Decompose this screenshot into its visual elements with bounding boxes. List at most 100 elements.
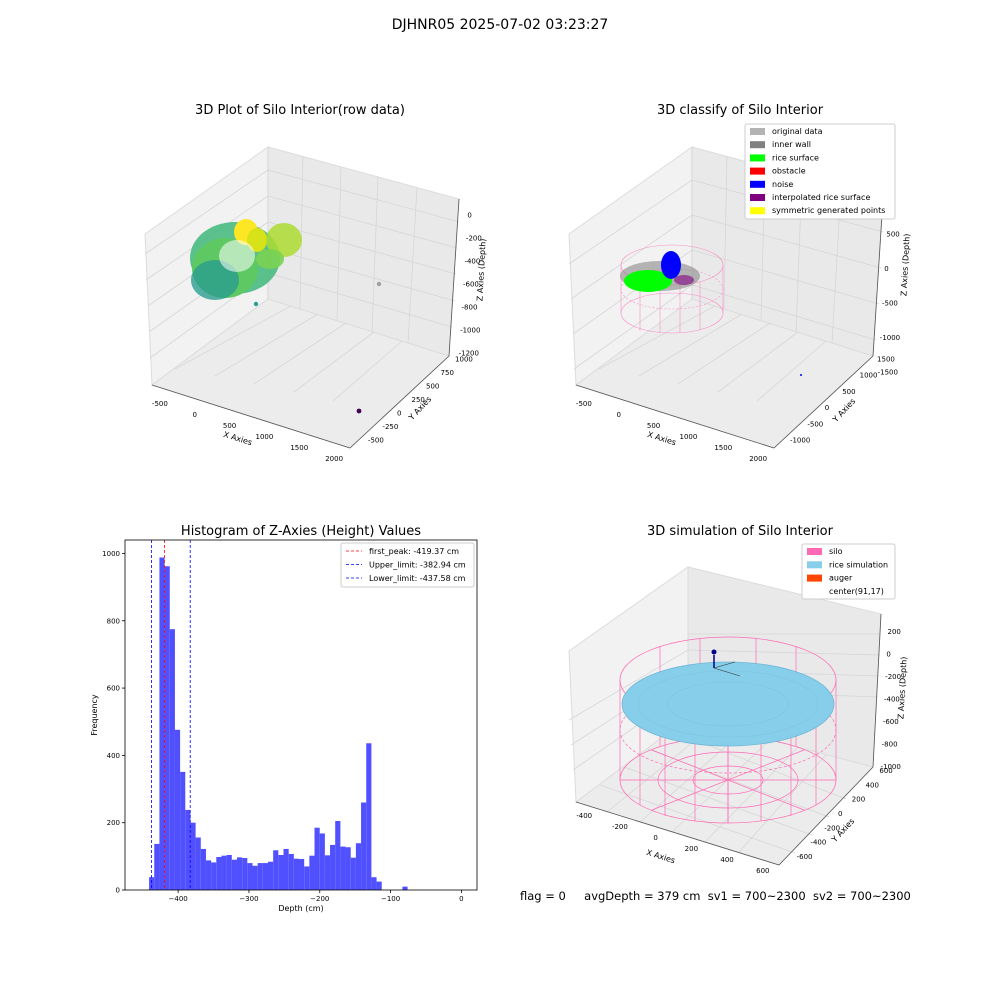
- panel2-x-tick: 1000: [680, 433, 698, 441]
- panel4-y-tick: 400: [866, 781, 879, 789]
- panel1-z-tick: -200: [466, 234, 482, 242]
- panel4-z-tick: 200: [888, 628, 901, 636]
- hist-bar: [262, 863, 268, 890]
- panel1-y-tick: 500: [426, 383, 439, 391]
- panel4-legend-swatch: [807, 548, 822, 555]
- panel1-panes: [144, 146, 460, 449]
- panel4-y-tick: 200: [852, 796, 865, 804]
- hist-bar: [309, 855, 315, 890]
- panel1-x-tick: -500: [152, 400, 168, 408]
- panel1-zlabel: Z Axies (Depth): [475, 238, 487, 301]
- panel2-legend-swatch: [750, 207, 765, 215]
- hist-bar: [293, 858, 300, 890]
- hist-bar: [267, 861, 274, 890]
- hist-ytick-label: 1000: [102, 550, 120, 558]
- panel4-x-tick: -400: [576, 812, 592, 820]
- hist-ytick-label: 0: [116, 887, 120, 895]
- hist-xtick-label: −200: [310, 895, 329, 903]
- hist-bar: [174, 729, 181, 890]
- panel4-legend-swatch: [807, 561, 822, 569]
- panel4-x-tick: -200: [612, 823, 628, 831]
- panel4-z-tick: -200: [885, 673, 901, 681]
- hist-frame: [124, 539, 478, 891]
- hist-bar: [366, 743, 372, 890]
- panel3-title: Histogram of Z-Axies (Height) Values: [180, 524, 422, 539]
- panel4-x-tick: 600: [756, 867, 769, 875]
- hist-bar: [236, 857, 243, 890]
- panel4-x-tick: 0: [653, 834, 657, 842]
- panel4-x-tick: 200: [685, 845, 698, 853]
- panel2-legend-label: noise: [772, 180, 793, 189]
- hist-ytick-label: 200: [107, 819, 120, 827]
- hist-ytick-label: 600: [107, 685, 120, 693]
- panel2-axis-lines: [575, 198, 884, 449]
- panel4-legend-label: silo: [829, 547, 843, 556]
- hist-bar: [288, 853, 294, 890]
- panel1-x-tick: 1000: [256, 433, 274, 441]
- hist-bar: [319, 833, 325, 890]
- panel1-z-tick: -1000: [460, 327, 480, 335]
- panel2-legend-swatch: [750, 194, 765, 201]
- hist-bar: [180, 771, 186, 890]
- hist-bar: [185, 809, 191, 890]
- panel2-legend-label: inner wall: [772, 140, 811, 149]
- hist-bar: [149, 877, 155, 890]
- panel2-x-tick: 0: [616, 411, 620, 419]
- hist-bar: [159, 557, 165, 890]
- hist-bar: [154, 843, 160, 890]
- panel1-z-tick: -800: [462, 304, 478, 312]
- panel1-z-tick: -1200: [459, 350, 479, 358]
- panel2-classified-points: [620, 251, 802, 376]
- panel2-legend-label: interpolated rice surface: [772, 193, 870, 202]
- panel4-z-tick: -600: [883, 718, 899, 726]
- panel4-legend-label: center(91,17): [829, 587, 884, 596]
- panel1-y-tick: 1000: [455, 356, 473, 364]
- hist-bar: [278, 855, 284, 890]
- panel1-point-cloud: [190, 219, 382, 414]
- hist-bar: [211, 862, 217, 890]
- panel1-z-tick: -600: [463, 281, 479, 289]
- panel4-x-tick: 400: [720, 856, 733, 864]
- status-sv2: sv2 = 700~2300: [812, 889, 911, 903]
- panel1-x-tick: 500: [223, 422, 236, 430]
- hist-legend-label: first_peak: -419.37 cm: [369, 547, 459, 556]
- status-avg-depth: avgDepth = 379 cm: [584, 889, 701, 903]
- panel4-title: 3D simulation of Silo Interior: [647, 524, 833, 539]
- hist-bar: [169, 629, 175, 890]
- panel1-x-tick: 0: [192, 411, 196, 419]
- panel4-y-tick: -400: [810, 839, 826, 847]
- figure-title: DJHNR05 2025-07-02 03:23:27: [391, 17, 609, 33]
- hist-bar: [345, 847, 351, 890]
- panel4-legend-swatch: [807, 574, 822, 582]
- panel2-y-tick: 0: [825, 404, 829, 412]
- hist-bar: [361, 802, 367, 890]
- hist-bar: [242, 858, 248, 890]
- panel2-x-tick: 1500: [714, 444, 732, 452]
- panel2-legend-swatch: [750, 154, 765, 162]
- panel2-x-tick: 500: [647, 422, 660, 430]
- panel1-y-tick: 250: [412, 396, 425, 404]
- hist-xtick-label: 0: [459, 895, 463, 903]
- hist-xtick-label: −400: [169, 895, 188, 903]
- panel4-y-tick: 600: [879, 767, 892, 775]
- hist-bar: [314, 827, 320, 890]
- hist-bar: [402, 886, 408, 890]
- hist-bar: [164, 566, 170, 890]
- panel4-z-tick: 0: [886, 651, 890, 659]
- hist-bar: [200, 848, 206, 890]
- hist-bar: [335, 821, 341, 890]
- hist-bar: [252, 865, 258, 890]
- panel1-y-tick: -250: [382, 423, 398, 431]
- panel4-z-tick: -400: [884, 696, 900, 704]
- panel2-x-tick: -500: [576, 400, 592, 408]
- hist-bar: [371, 877, 377, 890]
- panel2-legend-swatch: [750, 141, 765, 149]
- panel4-rice-surface: [621, 661, 835, 747]
- panel1-y-tick: 0: [397, 409, 401, 417]
- panel2-z-tick: 500: [886, 230, 899, 238]
- hist-bar: [221, 855, 227, 890]
- panel2-y-tick: -1000: [790, 436, 810, 444]
